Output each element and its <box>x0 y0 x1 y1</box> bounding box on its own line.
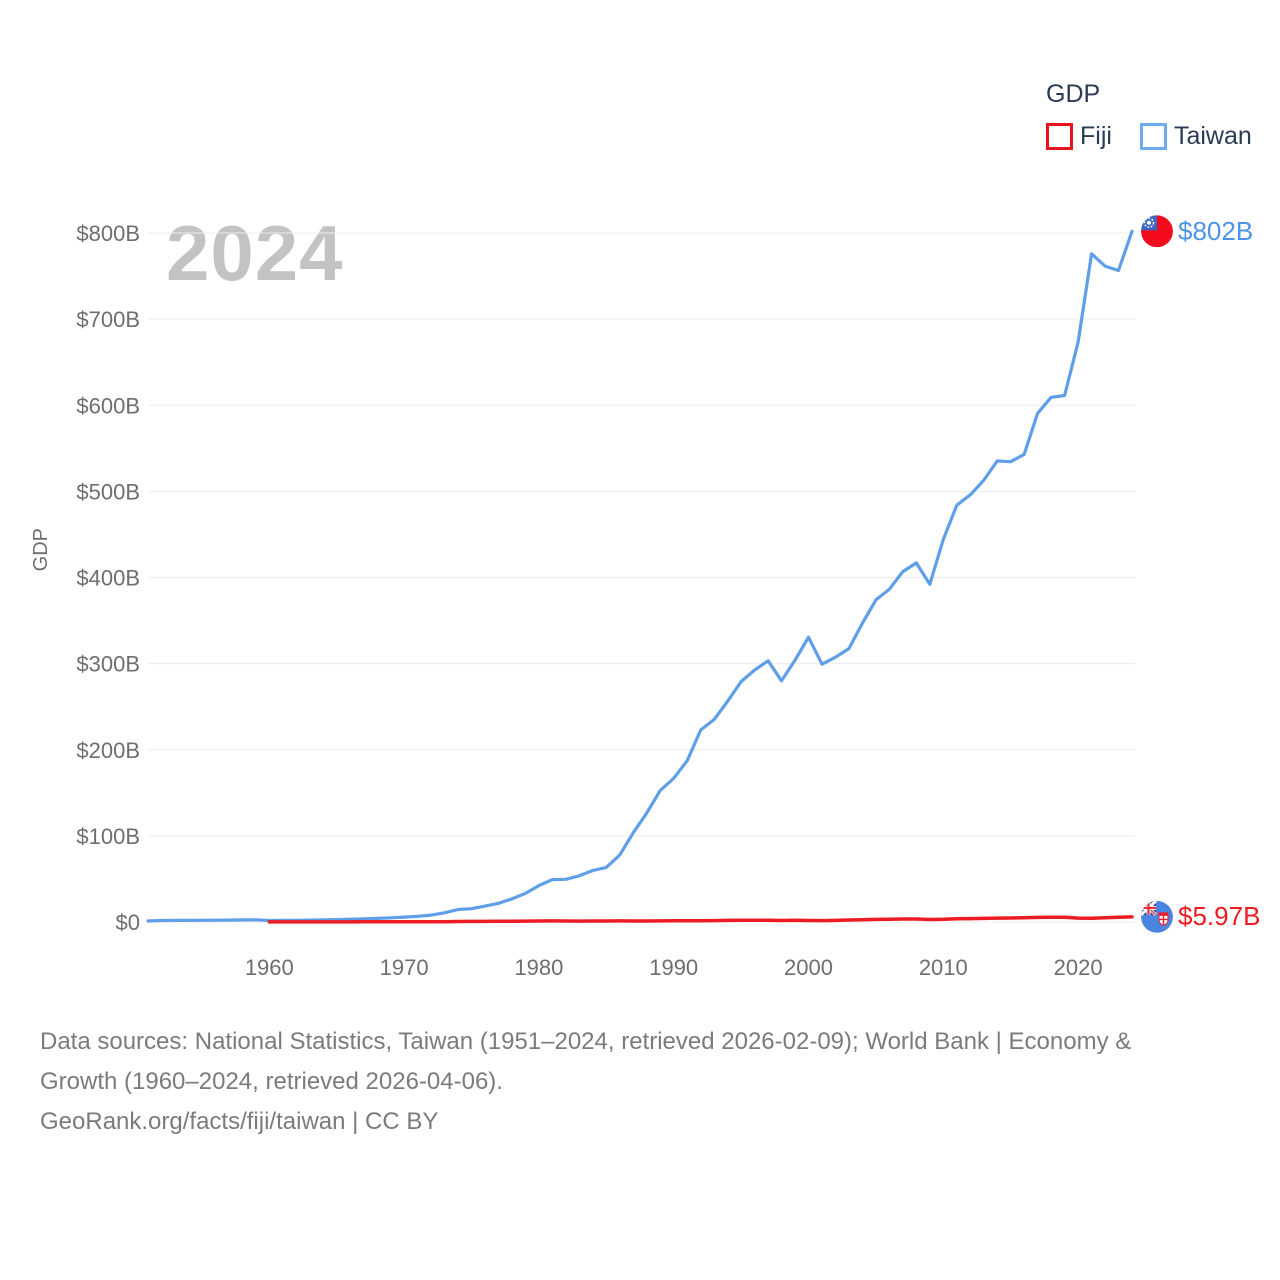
footer-line: GeoRank.org/facts/fiji/taiwan | CC BY <box>40 1108 439 1135</box>
y-tick-label: $600B <box>76 393 140 418</box>
legend-items: Fiji Taiwan <box>1046 122 1252 151</box>
fiji-end-value-label: $5.97B <box>1178 901 1261 931</box>
y-tick-label: $100B <box>76 824 140 849</box>
fiji-flag-icon <box>1141 901 1173 933</box>
x-tick-label: 1980 <box>514 955 563 980</box>
y-tick-label: $400B <box>76 566 140 591</box>
year-watermark: 2024 <box>166 209 344 297</box>
footer-line: Growth (1960–2024, retrieved 2026-04-06)… <box>40 1068 503 1095</box>
x-tick-label: 1970 <box>380 955 429 980</box>
legend: GDP Fiji Taiwan <box>1046 80 1252 151</box>
y-tick-label: $200B <box>76 738 140 763</box>
taiwan-end-value-label: $802B <box>1178 216 1254 246</box>
y-tick-label: $500B <box>76 479 140 504</box>
data-sources-footer: Data sources: National Statistics, Taiwa… <box>40 1022 1240 1142</box>
taiwan-swatch-icon <box>1139 123 1167 150</box>
y-tick-label: $700B <box>76 307 140 332</box>
taiwan-gdp-line[interactable] <box>146 229 1134 923</box>
footer-line: Data sources: National Statistics, Taiwa… <box>40 1028 1132 1055</box>
x-tick-label: 1990 <box>649 955 698 980</box>
legend-item-taiwan[interactable]: Taiwan <box>1139 122 1252 151</box>
x-tick-label: 2000 <box>784 955 833 980</box>
legend-title: GDP <box>1046 80 1101 108</box>
y-tick-label: $0 <box>116 910 140 935</box>
fiji-swatch-icon <box>1046 123 1073 150</box>
legend-item-label: Fiji <box>1080 122 1112 150</box>
gdp-line-chart[interactable]: $0 $100B $200B $300B $400B $500B $600B $700B $80… <box>0 0 1280 1010</box>
y-tick-label: $300B <box>76 652 140 677</box>
y-tick-label: $800B <box>76 221 140 246</box>
x-tick-label: 2020 <box>1054 955 1103 980</box>
fiji-gdp-line[interactable] <box>267 915 1134 924</box>
x-tick-label: 1960 <box>245 955 294 980</box>
x-tick-label: 2010 <box>919 955 968 980</box>
taiwan-flag-icon <box>1141 215 1173 247</box>
legend-item-fiji[interactable]: Fiji <box>1046 122 1112 151</box>
legend-item-label: Taiwan <box>1173 122 1252 150</box>
